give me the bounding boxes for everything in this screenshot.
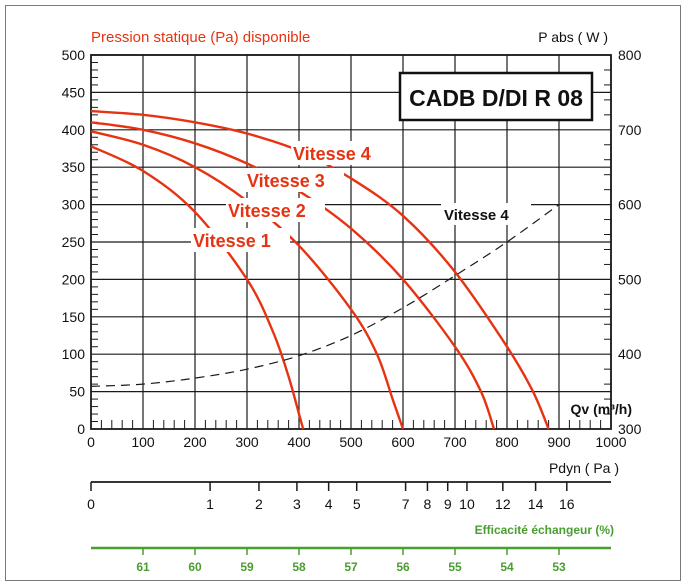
pressure-curve-vitesse-2 xyxy=(90,130,405,430)
efficiency-tick-label: 54 xyxy=(500,560,514,574)
chart-title: CADB D/DI R 08 xyxy=(409,85,583,111)
efficiency-tick-label: 61 xyxy=(136,560,150,574)
pdyn-tick-label: 0 xyxy=(87,496,95,512)
pdyn-tick-label: 2 xyxy=(255,496,263,512)
efficiency-tick-label: 56 xyxy=(396,560,410,574)
pdyn-tick-label: 4 xyxy=(325,496,333,512)
power-curve-vitesse-4 xyxy=(90,204,560,387)
x-tick-label: 300 xyxy=(235,434,259,450)
x-tick-label: 400 xyxy=(287,434,311,450)
pdyn-tick-label: 14 xyxy=(528,496,544,512)
y2-tick-label: 300 xyxy=(618,421,642,437)
y2-tick-label: 600 xyxy=(618,197,642,213)
x-tick-label: 700 xyxy=(443,434,467,450)
efficiency-tick-label: 58 xyxy=(292,560,306,574)
y2-tick-label: 800 xyxy=(618,47,642,63)
y-tick-label: 300 xyxy=(62,197,86,213)
pdyn-tick-label: 3 xyxy=(293,496,301,512)
y-tick-label: 0 xyxy=(77,421,85,437)
y-tick-label: 100 xyxy=(62,346,86,362)
efficiency-tick-label: 55 xyxy=(448,560,462,574)
axis-layer: 0 50 100 150 200 250 300 350 400 450 500 300 400 500 6… xyxy=(62,47,642,450)
pdyn-scale: 0 1 2 3 4 5 7 8 9 10 12 14 16 xyxy=(87,481,611,512)
left-axis-title: Pression statique (Pa) disponible xyxy=(91,29,310,46)
right-axis-title: P abs ( W ) xyxy=(538,29,608,45)
curve-layer xyxy=(90,109,560,430)
pdyn-tick-label: 10 xyxy=(459,496,475,512)
efficiency-tick-label: 60 xyxy=(188,560,202,574)
label-vitesse-3: Vitesse 3 xyxy=(247,171,325,191)
x-axis-title: Qv (m³/h) xyxy=(571,401,632,417)
pressure-curve-vitesse-1 xyxy=(90,145,305,430)
efficiency-tick-label: 59 xyxy=(240,560,254,574)
x-tick-label: 600 xyxy=(391,434,415,450)
label-power-vitesse-4: Vitesse 4 xyxy=(444,207,509,224)
label-vitesse-2: Vitesse 2 xyxy=(228,201,306,221)
pdyn-tick-label: 12 xyxy=(495,496,511,512)
efficiency-scale: 61 60 59 58 57 56 55 54 53 xyxy=(91,546,611,574)
y-tick-label: 200 xyxy=(62,271,86,287)
efficiency-axis-title: Efficacité échangeur (%) xyxy=(475,523,614,537)
label-vitesse-4: Vitesse 4 xyxy=(293,144,371,164)
x-tick-label: 800 xyxy=(495,434,519,450)
x-tick-label: 0 xyxy=(87,434,95,450)
efficiency-tick-label: 57 xyxy=(344,560,358,574)
y-tick-label: 150 xyxy=(62,309,86,325)
efficiency-tick-label: 53 xyxy=(552,560,566,574)
pdyn-tick-label: 1 xyxy=(206,496,214,512)
x-tick-label: 200 xyxy=(183,434,207,450)
pressure-curve-vitesse-3 xyxy=(90,121,496,430)
y-tick-label: 400 xyxy=(62,122,86,138)
y2-tick-label: 500 xyxy=(618,271,642,287)
y-tick-label: 250 xyxy=(62,234,86,250)
x-tick-label: 500 xyxy=(339,434,363,450)
y-tick-label: 50 xyxy=(69,384,85,400)
x-tick-label: 100 xyxy=(131,434,155,450)
pdyn-axis-title: Pdyn ( Pa ) xyxy=(549,460,619,476)
x-tick-label: 1000 xyxy=(595,434,626,450)
label-vitesse-1: Vitesse 1 xyxy=(193,231,271,251)
y-tick-label: 500 xyxy=(62,47,86,63)
pressure-curve-vitesse-4 xyxy=(90,109,550,430)
pdyn-tick-label: 16 xyxy=(559,496,575,512)
series-labels: Vitesse 1 Vitesse 2 Vitesse 3 Vitesse 4 … xyxy=(191,141,531,252)
pdyn-tick-label: 5 xyxy=(353,496,361,512)
x-tick-label: 900 xyxy=(547,434,571,450)
pdyn-tick-label: 8 xyxy=(424,496,432,512)
pdyn-tick-label: 7 xyxy=(402,496,410,512)
title-box xyxy=(398,71,594,122)
y2-tick-label: 700 xyxy=(618,122,642,138)
plot-border xyxy=(90,54,612,430)
y-tick-label: 450 xyxy=(62,84,86,100)
y2-tick-label: 400 xyxy=(618,346,642,362)
pdyn-tick-label: 9 xyxy=(444,496,452,512)
y-tick-label: 350 xyxy=(62,159,86,175)
